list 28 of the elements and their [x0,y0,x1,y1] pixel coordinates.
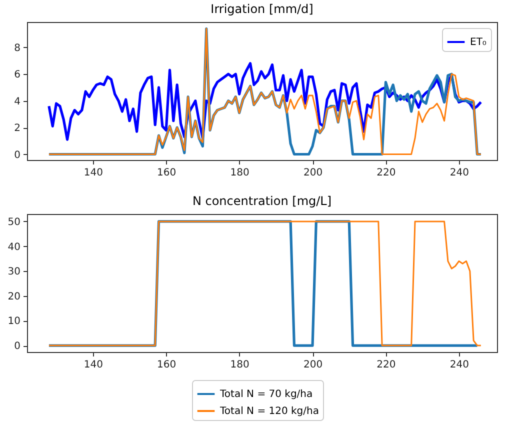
x-tick-label: 240 [450,168,469,178]
y-tick-label: 20 [8,291,20,302]
y-tick-label: 0 [14,150,20,161]
y-tick-label: 2 [14,123,20,134]
x-tick-label: 200 [303,168,323,178]
chart-title: Irrigation [mm/d] [210,2,314,16]
y-tick-label: 6 [14,70,20,81]
x-tick-label: 140 [84,168,103,178]
x-tick-label: 200 [303,360,323,370]
x-tick-label: 220 [376,360,396,370]
legend-label: ET₀ [470,37,486,48]
y-tick-label: 8 [14,42,20,54]
x-tick-label: 160 [157,360,176,370]
y-tick-label: 4 [14,96,20,108]
y-tick-label: 30 [8,266,20,278]
y-tick-label: 50 [8,216,20,228]
x-tick-label: 160 [157,168,176,178]
y-tick-label: 10 [8,316,20,328]
x-tick-label: 180 [230,168,250,178]
x-tick-label: 220 [376,168,396,178]
chart-title: N concentration [mg/L] [192,194,332,208]
x-tick-label: 240 [450,360,469,370]
legend-label: Total N = 120 kg/ha [219,406,319,417]
y-tick-label: 0 [14,341,20,352]
y-tick-label: 40 [8,242,20,253]
x-tick-label: 140 [84,360,103,370]
x-tick-label: 180 [230,360,250,370]
legend-label: Total N = 70 kg/ha [219,389,313,400]
